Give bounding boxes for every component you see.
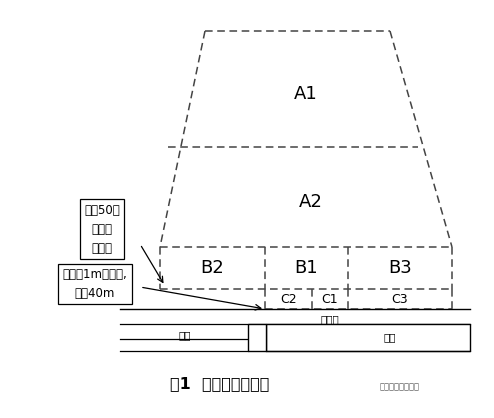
Text: 地基基础专业施工: 地基基础专业施工 <box>380 382 420 392</box>
Text: 图1  基坑分区分布图: 图1 基坑分区分布图 <box>170 377 270 392</box>
Text: B1: B1 <box>295 259 318 277</box>
Text: 地铁50米
保护区
范围线: 地铁50米 保护区 范围线 <box>84 204 120 255</box>
Text: 车站: 车站 <box>384 332 396 342</box>
Text: A2: A2 <box>299 193 323 211</box>
Text: C1: C1 <box>322 293 338 306</box>
Bar <box>266 324 470 351</box>
Text: 连通道: 连通道 <box>321 314 339 324</box>
Text: C2: C2 <box>280 293 297 306</box>
Bar <box>248 324 266 351</box>
Text: 已施工1m厚地墙,
墙长40m: 已施工1m厚地墙, 墙长40m <box>63 268 127 300</box>
Text: B2: B2 <box>201 259 224 277</box>
Text: B3: B3 <box>388 259 412 277</box>
Text: 隧道: 隧道 <box>179 330 191 340</box>
Text: A1: A1 <box>293 85 317 103</box>
Text: C3: C3 <box>392 293 409 306</box>
